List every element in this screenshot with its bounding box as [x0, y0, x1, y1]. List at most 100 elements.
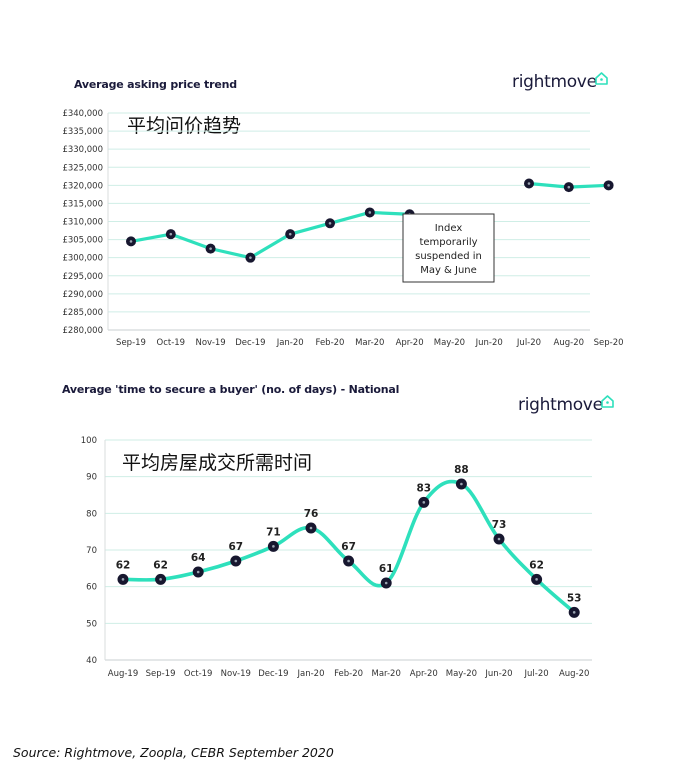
y-tick-label: £335,000	[62, 127, 103, 137]
x-tick-label: Aug-20	[554, 338, 584, 348]
x-tick-label: Jul-20	[524, 669, 549, 679]
y-tick-label: £315,000	[62, 199, 103, 209]
x-tick-label: Aug-19	[108, 669, 138, 679]
x-tick-label: Nov-19	[195, 338, 225, 348]
data-point-center	[234, 559, 238, 563]
data-label: 71	[266, 526, 281, 538]
y-tick-label: 90	[86, 473, 97, 483]
data-label: 67	[228, 541, 243, 553]
data-point-center	[384, 581, 388, 585]
y-tick-label: £330,000	[62, 145, 103, 155]
x-tick-label: Nov-19	[221, 669, 251, 679]
data-point-center	[460, 482, 463, 486]
y-tick-label: 40	[86, 656, 97, 666]
data-label: 62	[116, 559, 131, 571]
x-tick-label: Sep-19	[146, 669, 176, 679]
data-point-center	[572, 611, 576, 614]
x-tick-label: Mar-20	[355, 338, 384, 348]
house-icon	[601, 395, 614, 408]
y-tick-label: 60	[86, 583, 97, 593]
data-label: 73	[492, 519, 507, 531]
y-tick-label: 70	[86, 546, 97, 556]
chart1-logo: rightmove	[512, 72, 608, 92]
chart1-logo-text: rightmove	[512, 72, 597, 92]
x-tick-label: Jun-20	[475, 338, 503, 348]
data-label: 53	[567, 592, 582, 604]
y-tick-label: £295,000	[62, 272, 103, 282]
data-point-center	[535, 578, 538, 581]
data-label: 67	[341, 541, 356, 553]
x-tick-label: Dec-19	[258, 669, 288, 679]
x-tick-label: Jan-20	[297, 669, 325, 679]
data-point-center	[159, 578, 162, 581]
chart2-title: Average 'time to secure a buyer' (no. of…	[62, 383, 399, 396]
y-tick-label: 100	[81, 436, 97, 446]
x-tick-label: Aug-20	[559, 669, 589, 679]
data-point-center	[309, 526, 313, 530]
x-tick-label: Oct-19	[184, 669, 213, 679]
y-tick-label: £280,000	[62, 326, 103, 336]
source-caption: Source: Rightmove, Zoopla, CEBR Septembe…	[13, 745, 334, 760]
x-tick-label: May-20	[434, 338, 465, 348]
x-tick-label: Jun-20	[484, 669, 512, 679]
x-tick-label: Jul-20	[516, 338, 541, 348]
chart1-title: Average asking price trend	[74, 78, 237, 91]
y-tick-label: 50	[86, 619, 97, 629]
data-point-center	[347, 559, 350, 563]
y-tick-label: £285,000	[62, 308, 103, 318]
x-tick-label: Jan-20	[276, 338, 304, 348]
data-point-center	[121, 578, 125, 581]
data-point-center	[288, 232, 292, 236]
x-tick-label: Oct-19	[157, 338, 186, 348]
chart2-logo: rightmove	[518, 395, 614, 415]
chart1-plot: £280,000 £285,000 £290,000 £295,000 £300,000…	[62, 109, 623, 348]
y-tick-label: £305,000	[62, 236, 103, 246]
data-point-center	[196, 570, 200, 574]
x-tick-label: Feb-20	[334, 669, 363, 679]
y-tick-label: 80	[86, 509, 97, 519]
x-tick-label: May-20	[446, 669, 477, 679]
series-line	[129, 210, 412, 260]
data-label: 64	[191, 552, 206, 564]
x-tick-label: Feb-20	[316, 338, 345, 348]
data-point-center	[129, 240, 133, 243]
suspension-note-line: May & June	[420, 265, 477, 276]
x-tick-label: Apr-20	[396, 338, 424, 348]
chart1-annotation: 平均问价趋势	[127, 115, 241, 137]
suspension-note-line: Index	[435, 223, 463, 234]
suspension-note-line: temporarily	[419, 237, 477, 248]
x-tick-label: Sep-20	[594, 338, 624, 348]
data-label: 62	[529, 559, 544, 571]
data-point-center	[272, 545, 275, 548]
data-point-center	[497, 537, 501, 541]
data-label: 62	[153, 559, 168, 571]
data-point-center	[209, 247, 212, 250]
x-tick-label: Sep-19	[116, 338, 146, 348]
suspension-note-box	[402, 213, 495, 283]
data-point-center	[527, 182, 531, 185]
data-point-center	[169, 232, 173, 236]
data-point-center	[368, 211, 372, 214]
data-point-center	[607, 184, 610, 187]
data-point-center	[328, 222, 332, 225]
data-label: 83	[416, 482, 431, 494]
y-tick-label: £310,000	[62, 218, 103, 228]
data-point-center	[422, 501, 426, 504]
chart2-annotation: 平均房屋成交所需时间	[122, 452, 312, 474]
data-point-center	[249, 256, 252, 259]
y-tick-label: £340,000	[62, 109, 103, 119]
x-tick-label: Mar-20	[372, 669, 401, 679]
suspension-note-line: suspended in	[415, 251, 482, 262]
x-tick-label: Dec-19	[235, 338, 265, 348]
house-icon	[595, 72, 608, 85]
chart2-plot: 40 50 60 70 80 90 100 Aug-19 Sep-19 Oct-19 Nov-19 D…	[81, 436, 592, 679]
data-label: 88	[454, 464, 469, 476]
x-tick-label: Apr-20	[410, 669, 438, 679]
y-tick-label: £325,000	[62, 163, 103, 173]
data-label: 76	[304, 508, 319, 520]
y-tick-label: £320,000	[62, 181, 103, 191]
chart2-logo-text: rightmove	[518, 395, 603, 415]
y-tick-label: £300,000	[62, 254, 103, 264]
y-tick-label: £290,000	[62, 290, 103, 300]
